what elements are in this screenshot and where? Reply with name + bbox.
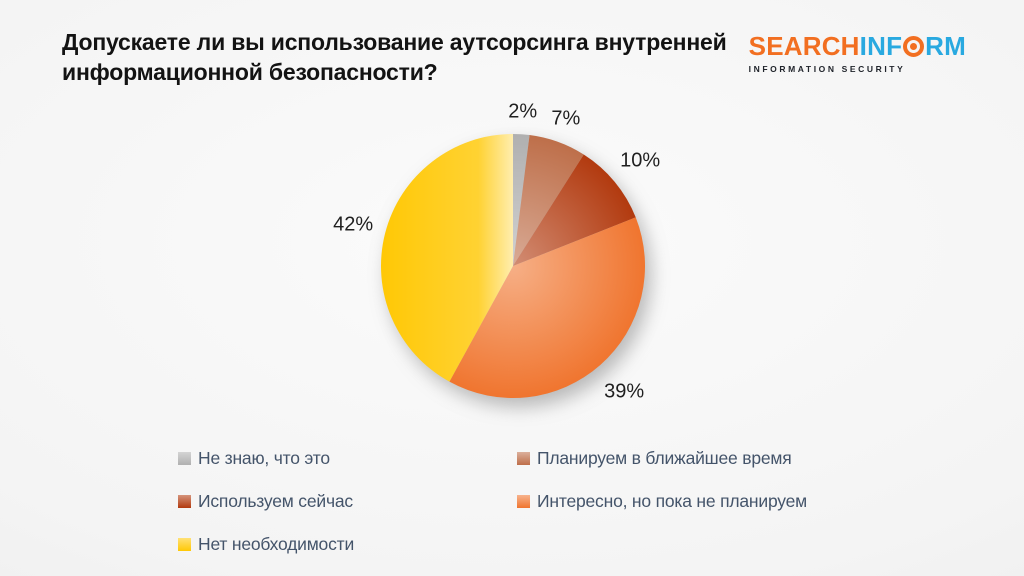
legend-item: Нет необходимости: [178, 534, 517, 554]
logo-wordmark: SEARCH INF RM: [749, 33, 966, 59]
pie-percent-label: 2%: [508, 100, 538, 123]
page-title: Допускаете ли вы использование аутсорсин…: [62, 29, 727, 86]
pie-slice: [513, 135, 584, 266]
legend-swatch: [178, 452, 191, 465]
pie-percent-label: 39%: [604, 380, 645, 403]
legend-item: Не знаю, что это: [178, 448, 517, 468]
legend-swatch: [517, 452, 530, 465]
logo-inf-text: INF: [859, 31, 903, 61]
legend-label: Планируем в ближайшее время: [537, 448, 792, 468]
logo-o-dot: [910, 42, 918, 50]
pie-percent-label: 42%: [333, 213, 374, 236]
legend-label: Интересно, но пока не планируем: [537, 491, 808, 511]
logo-tagline: INFORMATION SECURITY: [748, 64, 906, 74]
logo-rm-text: RM: [925, 31, 966, 61]
legend-item: Интересно, но пока не планируем: [517, 491, 808, 511]
pie-slice: [513, 134, 530, 266]
pie-slice: [449, 217, 645, 399]
logo-search-text: SEARCH: [748, 31, 860, 61]
searchinform-logo: SEARCH INF RM INFORMATION SECURITY: [749, 33, 966, 74]
legend-swatch: [178, 538, 191, 551]
legend-label: Нет необходимости: [198, 534, 355, 554]
legend-swatch: [178, 495, 191, 508]
pie-slice: [513, 154, 636, 266]
legend-label: Не знаю, что это: [198, 448, 330, 468]
legend-item: Используем сейчас: [178, 491, 517, 511]
legend-item: Планируем в ближайшее время: [517, 448, 807, 468]
pie-slice: [380, 134, 513, 382]
pie-chart: 2% 7% 10% 39% 42%: [333, 101, 660, 403]
pie-percent-label: 7%: [551, 107, 581, 130]
legend-swatch: [517, 495, 530, 508]
legend-label: Используем сейчас: [198, 491, 353, 511]
logo-bullseye-o-icon: [903, 35, 925, 57]
chart-legend: Не знаю, что это Планируем в ближайшее вр…: [178, 448, 808, 554]
pie-chart-svg: [380, 134, 645, 399]
pie-percent-label: 10%: [620, 149, 661, 172]
